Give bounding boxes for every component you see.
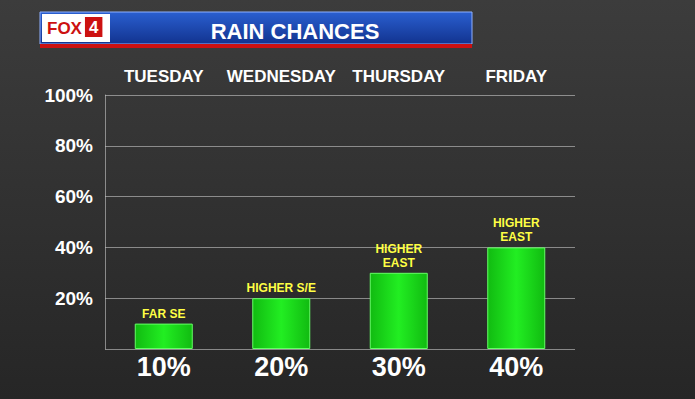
svg-text:10%: 10%: [137, 352, 191, 382]
svg-text:RAIN CHANCES: RAIN CHANCES: [211, 19, 380, 44]
svg-text:FOX: FOX: [47, 19, 83, 38]
svg-text:FRIDAY: FRIDAY: [485, 67, 547, 86]
svg-text:HIGHER: HIGHER: [493, 216, 540, 230]
svg-text:EAST: EAST: [383, 256, 416, 270]
svg-text:FAR SE: FAR SE: [142, 307, 185, 321]
svg-text:20%: 20%: [55, 288, 93, 309]
svg-text:100%: 100%: [44, 85, 93, 106]
svg-text:60%: 60%: [55, 186, 93, 207]
svg-text:30%: 30%: [372, 352, 426, 382]
svg-text:WEDNESDAY: WEDNESDAY: [227, 67, 337, 86]
svg-text:THURSDAY: THURSDAY: [352, 67, 446, 86]
svg-text:HIGHER S/E: HIGHER S/E: [247, 281, 316, 295]
svg-text:80%: 80%: [55, 135, 93, 156]
svg-text:40%: 40%: [489, 352, 543, 382]
svg-text:HIGHER: HIGHER: [375, 242, 422, 256]
svg-text:20%: 20%: [254, 352, 308, 382]
svg-text:EAST: EAST: [500, 230, 533, 244]
svg-text:4: 4: [89, 18, 99, 37]
svg-text:TUESDAY: TUESDAY: [124, 67, 204, 86]
svg-text:40%: 40%: [55, 237, 93, 258]
